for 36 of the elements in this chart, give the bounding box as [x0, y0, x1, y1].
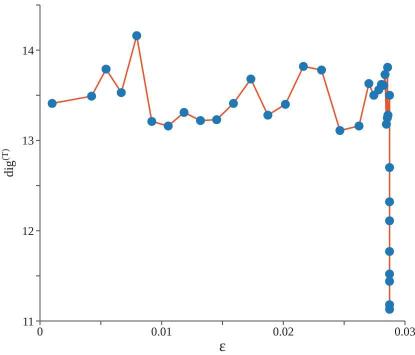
point: [228, 98, 238, 108]
y-tick-label: 14: [22, 43, 34, 58]
point: [385, 163, 394, 172]
point: [147, 116, 156, 126]
point: [385, 246, 394, 256]
point: [132, 31, 142, 40]
point: [280, 100, 290, 109]
point: [380, 70, 390, 80]
x-tick-label: 0.02: [272, 324, 294, 339]
point: [317, 66, 326, 75]
point: [385, 276, 394, 286]
point: [335, 126, 344, 135]
point: [196, 116, 205, 126]
y-tick-label: 11: [22, 314, 34, 328]
point: [246, 74, 256, 84]
point: [383, 62, 392, 72]
point: [385, 216, 394, 226]
point: [298, 62, 308, 71]
point: [116, 88, 126, 98]
y-tick-label: 13: [22, 134, 34, 148]
x-tick-label: 0.01: [151, 324, 172, 339]
point: [164, 121, 173, 130]
point: [87, 92, 96, 101]
point: [385, 197, 394, 206]
x-axis-title: ε: [219, 338, 226, 355]
point: [212, 115, 222, 124]
point: [364, 79, 374, 88]
point: [102, 64, 111, 74]
point: [354, 121, 364, 130]
point: [263, 110, 272, 120]
point: [385, 90, 394, 100]
x-tick-label: 0: [37, 324, 43, 339]
y-tick-label: 12: [22, 224, 34, 238]
point: [180, 108, 189, 117]
point: [48, 98, 57, 108]
x-tick-label: 0.03: [394, 324, 415, 339]
